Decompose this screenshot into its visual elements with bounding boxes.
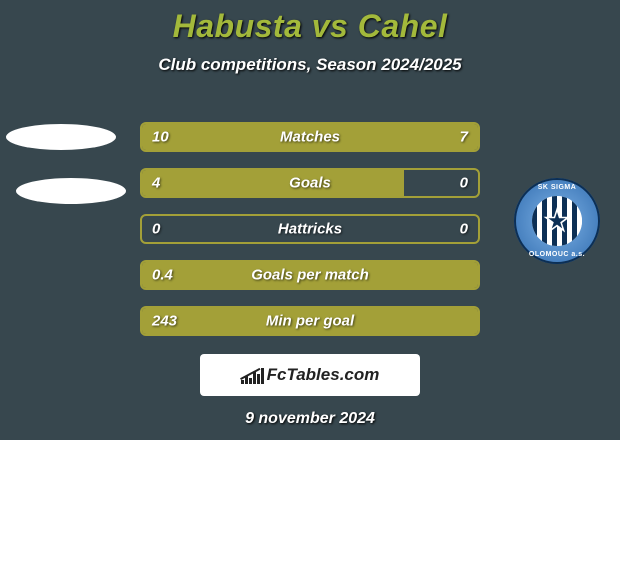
stat-right-value: 0 bbox=[460, 221, 468, 238]
stat-row: 4 Goals 0 bbox=[140, 168, 480, 198]
avatar-placeholder bbox=[6, 124, 116, 150]
stat-left-value: 10 bbox=[152, 129, 169, 146]
club-badge: SK SIGMA OLOMOUC a.s. bbox=[514, 178, 600, 264]
stat-left-value: 0.4 bbox=[152, 267, 173, 284]
subtitle: Club competitions, Season 2024/2025 bbox=[0, 55, 620, 75]
stat-label: Min per goal bbox=[266, 313, 354, 330]
page-title: Habusta vs Cahel bbox=[0, 0, 620, 45]
stat-right-value: 7 bbox=[460, 129, 468, 146]
stat-label: Goals per match bbox=[251, 267, 369, 284]
date-line: 9 november 2024 bbox=[0, 410, 620, 428]
bar-left bbox=[142, 124, 411, 150]
badge-top-text: SK SIGMA bbox=[514, 184, 600, 191]
stat-right-value: 0 bbox=[460, 175, 468, 192]
stats-container: 10 Matches 7 4 Goals 0 0 Hattricks 0 0.4 Goals per… bbox=[140, 122, 480, 352]
bar-chart-icon bbox=[241, 366, 263, 384]
stat-label: Matches bbox=[280, 129, 340, 146]
stat-label: Goals bbox=[289, 175, 331, 192]
stat-left-value: 243 bbox=[152, 313, 177, 330]
badge-bottom-text: OLOMOUC a.s. bbox=[514, 251, 600, 258]
stat-label: Hattricks bbox=[278, 221, 342, 238]
stat-left-value: 0 bbox=[152, 221, 160, 238]
badge-inner bbox=[532, 196, 582, 246]
stat-row: 243 Min per goal bbox=[140, 306, 480, 336]
stat-left-value: 4 bbox=[152, 175, 160, 192]
brand-text: FcTables.com bbox=[267, 365, 380, 385]
comparison-card: Habusta vs Cahel Club competitions, Seas… bbox=[0, 0, 620, 440]
bar-left bbox=[142, 170, 404, 196]
stat-row: 0.4 Goals per match bbox=[140, 260, 480, 290]
brand-box: FcTables.com bbox=[200, 354, 420, 396]
avatar-placeholder bbox=[16, 178, 126, 204]
stat-row: 0 Hattricks 0 bbox=[140, 214, 480, 244]
stat-row: 10 Matches 7 bbox=[140, 122, 480, 152]
